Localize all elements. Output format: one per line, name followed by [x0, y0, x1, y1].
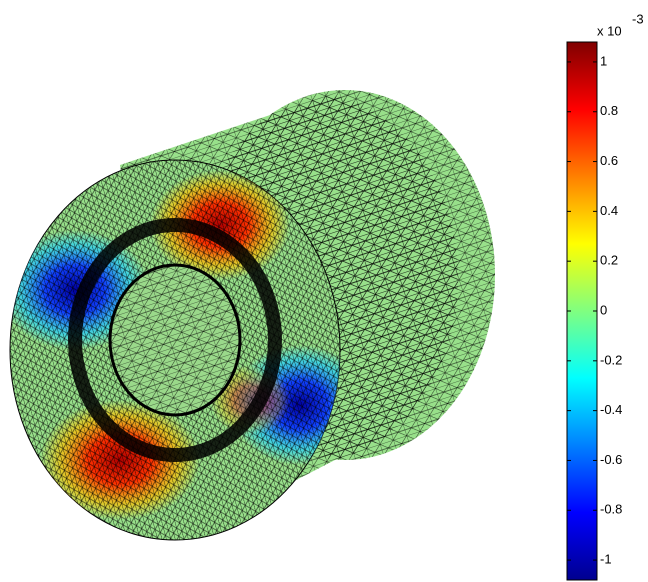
colorbar-tick-label: -1 [600, 552, 612, 567]
colorbar: 1 0.8 0.6 0.4 0.2 0 -0.2 -0.4 -0.6 -0.8 -1 x 10 -3 [567, 11, 644, 580]
colorbar-tick-label: -0.2 [600, 352, 622, 367]
colorbar-fill [567, 42, 597, 580]
colorbar-scale-label: x 10 [597, 23, 622, 38]
colorbar-tick-label: 0 [600, 302, 607, 317]
figure: 1 0.8 0.6 0.4 0.2 0 -0.2 -0.4 -0.6 -0.8 -1 x 10 -3 [0, 0, 648, 582]
colorbar-tick-label: -0.6 [600, 452, 622, 467]
colorbar-tick-label: 0.2 [600, 253, 618, 268]
colorbar-tick-label: -0.4 [600, 402, 622, 417]
colorbar-tick-label: 0.8 [600, 103, 618, 118]
colorbar-tick-label: 0.4 [600, 203, 618, 218]
colorbar-tick-label: -0.8 [600, 502, 622, 517]
colorbar-scale-exponent: -3 [632, 11, 644, 26]
colorbar-tick-label: 1 [600, 53, 607, 68]
mesh-cylinder [0, 90, 495, 540]
colorbar-tick-label: 0.6 [600, 153, 618, 168]
